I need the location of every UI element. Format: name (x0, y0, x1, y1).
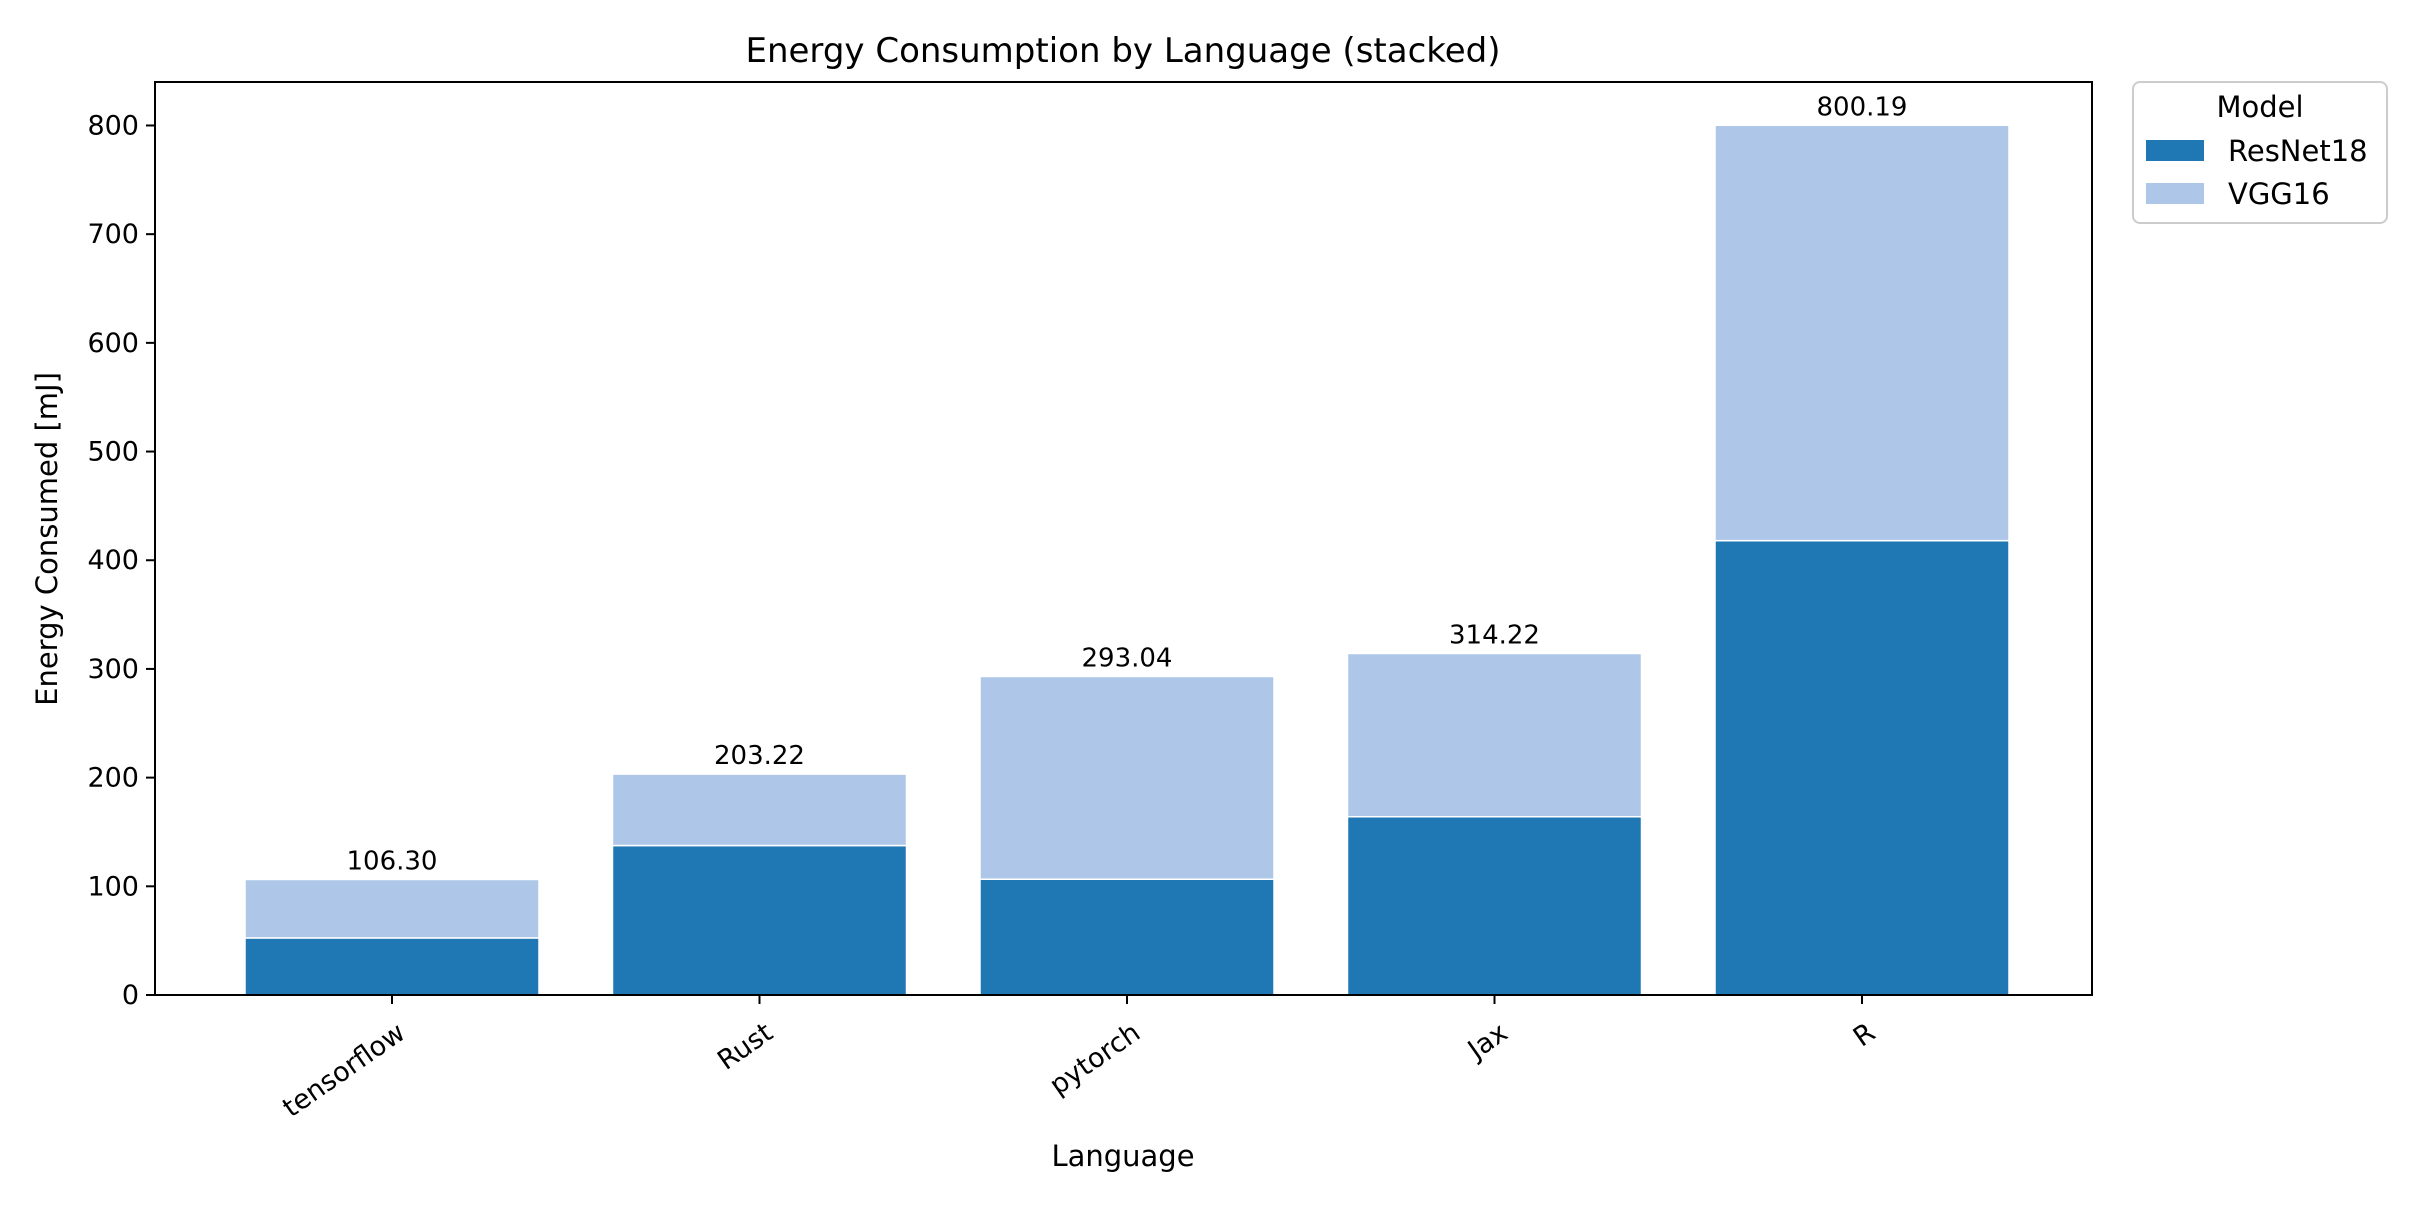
y-tick-label: 600 (87, 328, 139, 359)
bars-layer (244, 124, 2010, 996)
y-tick-label: 100 (87, 871, 139, 902)
legend-label-resnet18: ResNet18 (2228, 134, 2368, 168)
x-tick-label-r: R (1848, 1017, 1881, 1053)
y-tick-label: 500 (87, 437, 139, 468)
y-tick-label: 700 (87, 219, 139, 250)
x-tick-label-pytorch: pytorch (1044, 1017, 1146, 1101)
legend-title: Model (2216, 90, 2303, 124)
total-label-tensorflow: 106.30 (347, 846, 438, 876)
x-tick-label-rust: Rust (712, 1017, 778, 1076)
bar-vgg16-jax (1346, 652, 1643, 818)
legend-swatch-vgg16 (2146, 183, 2204, 204)
total-label-pytorch: 293.04 (1082, 643, 1173, 673)
total-label-r: 800.19 (1817, 92, 1908, 122)
legend: Model ResNet18 VGG16 (2132, 81, 2388, 224)
bar-resnet18-r (1714, 539, 2010, 996)
bar-resnet18-jax (1346, 815, 1643, 996)
y-tick-label: 400 (87, 545, 139, 576)
y-axis-title: Energy Consumed [mJ] (30, 372, 64, 706)
bar-vgg16-tensorflow (244, 878, 540, 939)
data-labels: 106.30 203.22 293.04 314.22 800.19 (347, 92, 1908, 876)
total-label-jax: 314.22 (1449, 620, 1540, 650)
total-label-rust: 203.22 (714, 741, 805, 771)
y-tick-label: 200 (87, 763, 139, 794)
chart-title: Energy Consumption by Language (stacked) (745, 31, 1500, 71)
bar-vgg16-rust (611, 773, 908, 847)
y-tick-label: 800 (87, 110, 139, 141)
bar-resnet18-pytorch (979, 878, 1275, 996)
x-axis: tensorflow Rust pytorch Jax R (277, 995, 1881, 1124)
legend-swatch-resnet18 (2146, 140, 2204, 161)
y-axis: 0 100 200 300 400 500 600 700 800 (87, 110, 155, 1011)
x-axis-title: Language (1051, 1139, 1194, 1173)
bar-vgg16-pytorch (979, 675, 1275, 880)
y-tick-label: 0 (122, 980, 139, 1011)
x-tick-label-tensorflow: tensorflow (277, 1017, 411, 1124)
x-tick-label-jax: Jax (1461, 1017, 1514, 1067)
bar-resnet18-rust (611, 844, 908, 996)
bar-resnet18-tensorflow (244, 937, 540, 996)
plot-frame (154, 81, 2093, 996)
y-tick-label: 300 (87, 654, 139, 685)
bar-vgg16-r (1714, 124, 2010, 542)
legend-label-vgg16: VGG16 (2228, 177, 2330, 211)
